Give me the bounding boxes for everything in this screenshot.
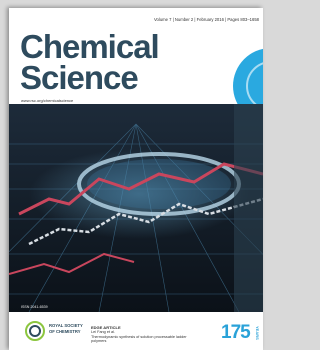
anniversary-unit: YEARS: [255, 326, 260, 340]
publisher-name: OF CHEMISTRY: [49, 329, 80, 334]
rsc-logo: [25, 320, 45, 342]
page: {"header": {"issue_line": "Volume 7 | Nu…: [0, 0, 263, 350]
issn: ISSN 2041-6539: [21, 305, 48, 309]
article-authors: Lei Fang et al.: [91, 330, 115, 334]
cover: Volume 7 | Number 2 | February 2016 | Pa…: [9, 8, 263, 350]
article-title: Thermodynamic synthesis of solution proc…: [91, 335, 191, 343]
journal-title: Science: [20, 61, 138, 94]
anniversary-number: 175: [221, 322, 250, 344]
journal-url: www.rsc.org/chemicalscience: [21, 98, 73, 103]
footer: ROYAL SOCIETY OF CHEMISTRY EDGE ARTICLE …: [9, 312, 263, 350]
publisher-name: ROYAL SOCIETY: [49, 323, 83, 328]
cover-art: [9, 104, 263, 312]
